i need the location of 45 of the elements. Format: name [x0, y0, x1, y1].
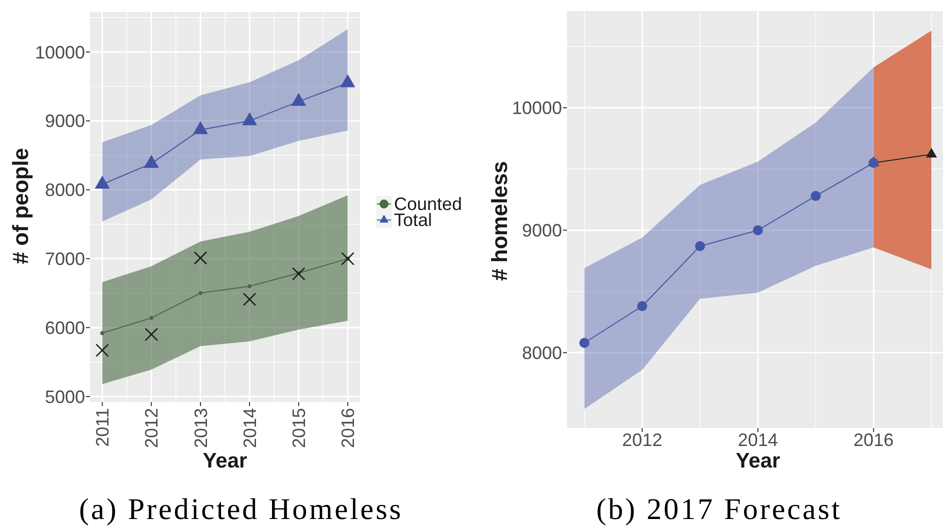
y-tick-label: 8000	[44, 180, 85, 200]
x-tick-label: 2014	[738, 430, 778, 450]
y-tick-label: 5000	[44, 386, 85, 407]
point	[100, 331, 104, 336]
point	[752, 225, 763, 236]
point	[248, 284, 252, 288]
point	[96, 344, 109, 357]
point	[144, 328, 158, 342]
point	[579, 338, 590, 348]
point	[810, 190, 821, 201]
y-tick-label: 9000	[522, 220, 562, 241]
x-tick-label: 2012	[622, 430, 662, 450]
point	[198, 291, 202, 296]
y-tick-label: 10000	[34, 42, 85, 62]
point	[340, 74, 356, 88]
point	[637, 301, 648, 312]
y-tick-label: 10000	[512, 98, 562, 118]
point	[194, 251, 208, 265]
x-tick-label: 2016	[854, 430, 894, 450]
y-tick-label: 6000	[44, 318, 85, 338]
x-tick-label: 2011	[92, 408, 113, 447]
point	[242, 292, 256, 306]
text: (b) 2017 Forecast	[596, 493, 842, 526]
x-axis-title: Year	[202, 450, 248, 472]
x-tick-label: 2014	[240, 408, 260, 448]
point	[94, 176, 110, 189]
x-tick-label: 2013	[190, 408, 211, 448]
point	[695, 241, 706, 252]
point	[341, 252, 354, 266]
point	[292, 267, 306, 280]
text: (a) Predicted Homeless	[79, 493, 403, 526]
y-tick-label: 9000	[44, 111, 85, 132]
x-tick-label: 2015	[288, 408, 309, 448]
x-tick-label: 2016	[338, 408, 358, 448]
y-tick-label: 8000	[522, 342, 562, 363]
x-axis-title: Year	[736, 450, 780, 472]
x-tick-label: 2012	[142, 408, 162, 448]
point	[192, 121, 208, 134]
y-axis-title: # of people	[8, 148, 33, 264]
point	[291, 92, 306, 106]
y-axis-title: # homeless	[487, 161, 512, 281]
point	[144, 154, 159, 168]
point	[149, 316, 154, 320]
y-tick-label: 7000	[44, 248, 85, 269]
point	[242, 112, 258, 126]
